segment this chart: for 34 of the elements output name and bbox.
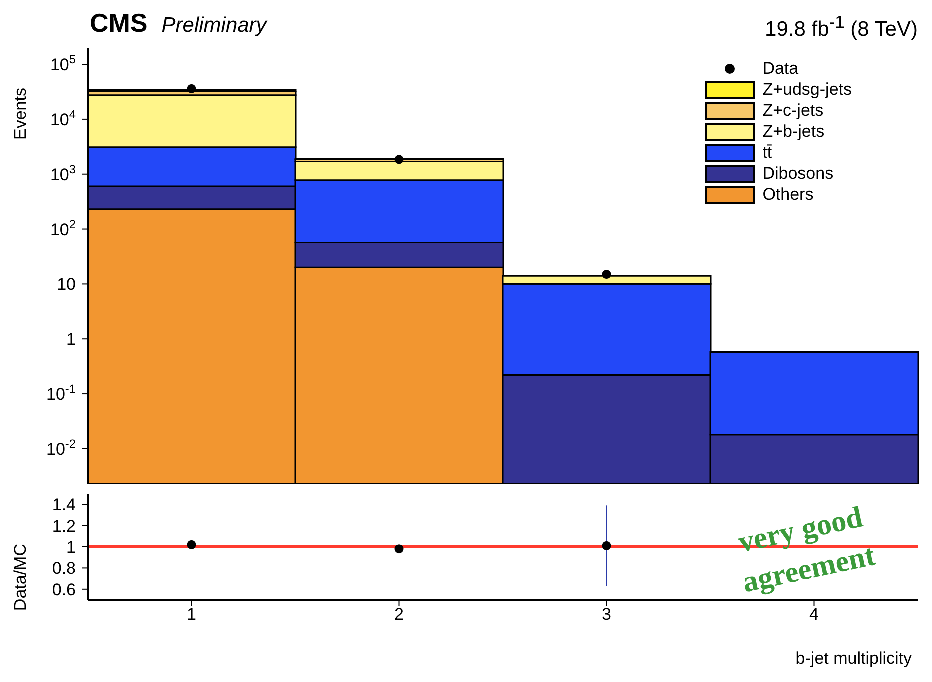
point	[187, 84, 196, 94]
y-tick-label: 1.4	[52, 496, 76, 515]
x-axis-title: b-jet multiplicity	[796, 649, 912, 668]
legend-label: Z+c-jets	[762, 100, 824, 121]
y-axis-title: Data/MC	[11, 544, 30, 612]
y-tick-label: 10$^{-2}$	[46, 436, 76, 459]
y-tick-label: 10$^{-1}$	[46, 382, 76, 404]
legend-label: tt̄	[762, 142, 772, 163]
y-tick-label: 1.2	[52, 516, 76, 536]
y-tick-label: 10	[57, 275, 76, 294]
annotation: very good agreement	[736, 500, 878, 600]
x-tick-label: 4	[810, 605, 819, 624]
y-tick-label: 10$^{3}$	[50, 162, 76, 184]
y-tick-label: 1	[66, 538, 76, 557]
chart-title: CMS	[90, 8, 148, 38]
chart-subtitle: Preliminary	[162, 14, 267, 37]
legend-label: Z+b-jets	[762, 121, 825, 142]
x-tick-label: 1	[187, 605, 196, 624]
legend-label: Dibosons	[762, 163, 834, 184]
point	[394, 155, 404, 164]
x-tick-label: 3	[602, 605, 612, 624]
y-tick-label: 1	[66, 330, 76, 350]
y-tick-label: 10$^{2}$	[50, 217, 76, 240]
y-tick-label: 0.6	[52, 580, 76, 600]
y-axis-title: Events	[11, 88, 30, 140]
legend-label: Data	[762, 58, 799, 79]
y-tick-label: 10$^{5}$	[50, 52, 76, 75]
legend-label: Z+udsg-jets	[762, 79, 852, 100]
y-tick-label: 0.8	[52, 559, 76, 578]
x-tick-label: 2	[394, 605, 404, 624]
point	[602, 270, 612, 280]
text: 19.8 fb$^{-1}$ (8 TeV)	[765, 12, 918, 42]
legend-label: Others	[762, 184, 814, 205]
y-tick-label: 10$^{4}$	[50, 107, 76, 130]
